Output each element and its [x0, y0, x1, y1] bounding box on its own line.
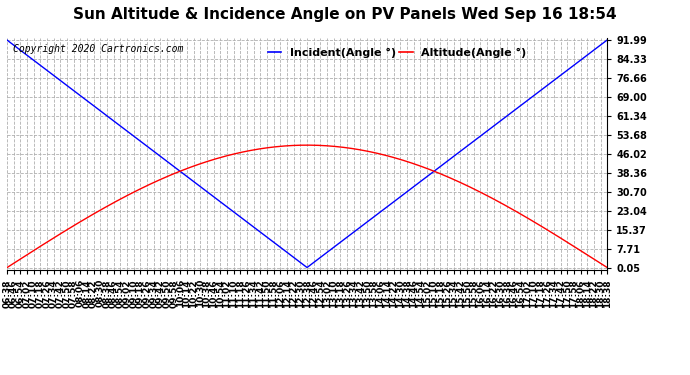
Legend: Incident(Angle °), Altitude(Angle °): Incident(Angle °), Altitude(Angle °) — [263, 43, 531, 62]
Text: Copyright 2020 Cartronics.com: Copyright 2020 Cartronics.com — [13, 45, 184, 54]
Text: Sun Altitude & Incidence Angle on PV Panels Wed Sep 16 18:54: Sun Altitude & Incidence Angle on PV Pan… — [73, 8, 617, 22]
